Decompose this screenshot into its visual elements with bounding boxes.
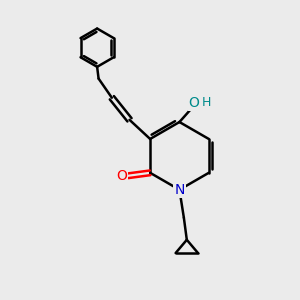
Text: N: N: [174, 183, 184, 197]
Text: H: H: [201, 96, 211, 110]
Text: O: O: [116, 169, 127, 183]
Text: O: O: [189, 96, 200, 110]
